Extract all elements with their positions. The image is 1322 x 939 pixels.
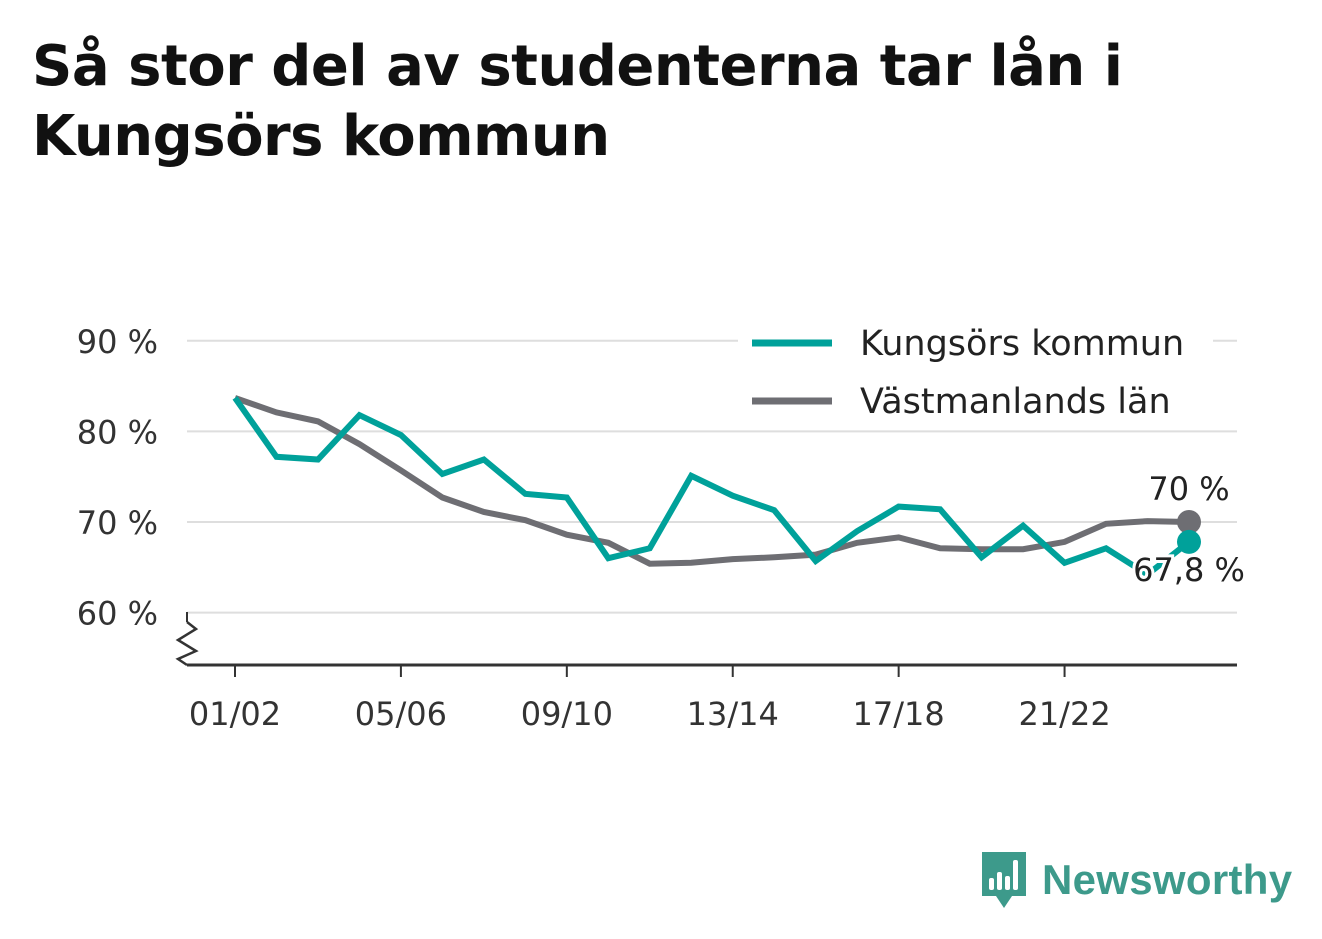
x-axis: 01/02 05/06 09/10 13/14 17/18 21/22	[187, 663, 1237, 733]
legend-label: Kungsörs kommun	[860, 324, 1184, 364]
y-axis: 60 % 70 % 80 % 90 %	[77, 323, 199, 667]
legend: Kungsörs kommun Västmanlands län	[738, 318, 1213, 430]
legend-background	[738, 318, 1213, 430]
x-tick-label: 17/18	[853, 695, 945, 733]
end-point-vastmanland	[1177, 510, 1201, 534]
series-line-vastmanland	[234, 395, 1190, 567]
brand-logo: Newsworthy	[980, 850, 1292, 910]
y-tick-label: 60 %	[77, 595, 158, 633]
series-lines	[232, 395, 1201, 579]
end-label-vastmanland: 70 %	[1148, 470, 1229, 508]
newsworthy-logo-icon	[982, 852, 1026, 908]
x-tick-label: 09/10	[521, 695, 613, 733]
x-tick-label: 13/14	[687, 695, 779, 733]
y-tick-label: 70 %	[77, 504, 158, 542]
chart-title: Så stor del av studenterna tar lån i Kun…	[32, 34, 1123, 169]
y-tick-label: 90 %	[77, 323, 158, 361]
axis-break-icon	[175, 621, 199, 667]
x-tick-label: 21/22	[1018, 695, 1110, 733]
end-label-kungsor: 67,8 %	[1133, 551, 1245, 589]
series-line-kungsor	[232, 396, 1191, 579]
end-labels: 70 % 67,8 %	[1130, 470, 1248, 592]
brand-name: Newsworthy	[1042, 856, 1293, 903]
y-tick-label: 80 %	[77, 413, 158, 451]
legend-label: Västmanlands län	[860, 382, 1171, 422]
x-tick-label: 01/02	[189, 695, 281, 733]
end-point-kungsor	[1177, 529, 1201, 554]
x-tick-label: 05/06	[355, 695, 447, 733]
